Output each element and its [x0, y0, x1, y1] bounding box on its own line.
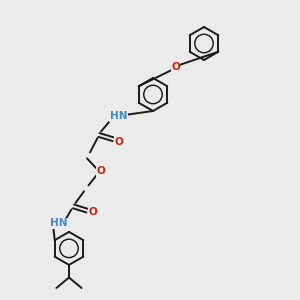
Text: O: O [96, 166, 105, 176]
Text: O: O [88, 207, 97, 218]
Text: HN: HN [110, 111, 127, 122]
Text: O: O [171, 62, 180, 73]
Text: O: O [114, 136, 123, 147]
Text: HN: HN [50, 218, 67, 229]
